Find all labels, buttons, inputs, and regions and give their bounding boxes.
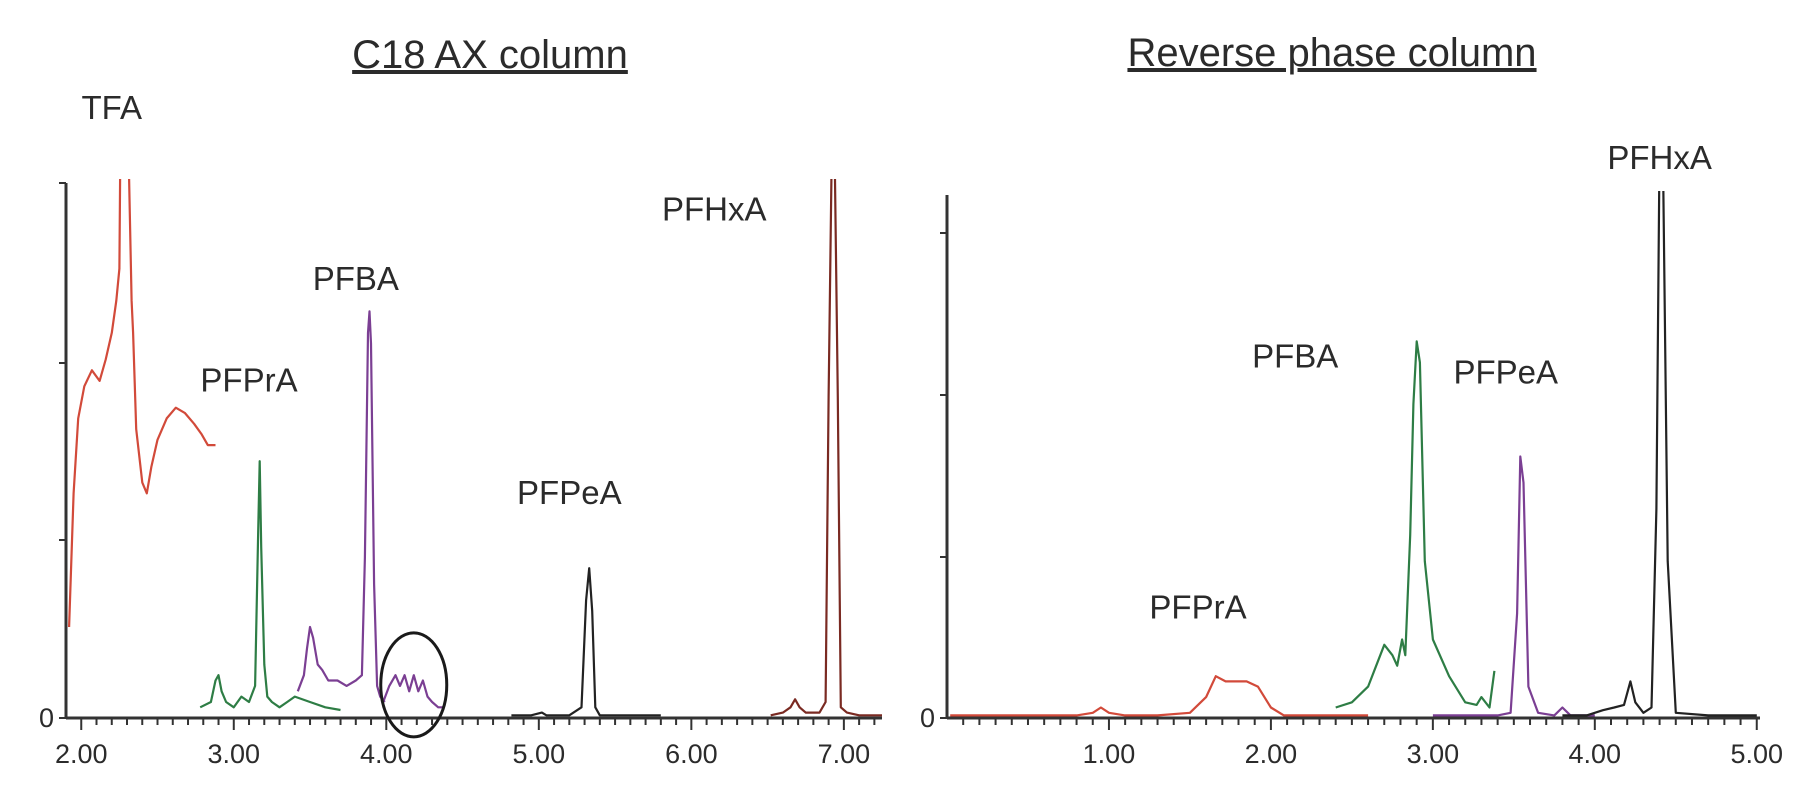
chart-c18-ax-column: C18 AX column TFA PFPrA PFBA PFPeA PFHxA 02.00…: [39, 33, 882, 769]
series-line-pfhxa: [1562, 191, 1757, 717]
x-tick-label: 5.00: [513, 739, 566, 769]
y-tick-label: 0: [920, 703, 935, 733]
series-line-pfpea: [1432, 455, 1595, 717]
series-label-pfba: PFBA: [313, 260, 399, 297]
chart-title: C18 AX column: [352, 33, 628, 77]
x-tick-label: 7.00: [818, 739, 871, 769]
x-tick-label: 3.00: [207, 739, 260, 769]
x-tick-label: 4.00: [1569, 739, 1622, 769]
x-tick-label: 5.00: [1730, 739, 1783, 769]
series-line-pfpra: [199, 460, 341, 712]
series-label-pfpra: PFPrA: [200, 362, 297, 399]
series-line-minor-3: [382, 674, 445, 709]
series-label-pfhxa: PFHxA: [1607, 139, 1712, 176]
annotation-circle: [379, 631, 449, 739]
series-label-tfa: TFA: [81, 89, 142, 126]
series-label-pfpra: PFPrA: [1149, 589, 1246, 626]
series-line-pfba: [1335, 340, 1496, 709]
x-tick-label: 6.00: [665, 739, 718, 769]
y-tick-label: 0: [39, 703, 54, 733]
x-tick-label: 3.00: [1407, 739, 1460, 769]
x-tick-label: 2.00: [55, 739, 108, 769]
x-tick-label: 2.00: [1245, 739, 1298, 769]
series-label-pfpea: PFPeA: [1453, 353, 1558, 390]
series-line-pfpea: [511, 567, 661, 717]
x-tick-label: 4.00: [360, 739, 413, 769]
series-line-tfa: [68, 179, 216, 628]
chart-title: Reverse phase column: [1127, 31, 1536, 75]
series-line-pfpra: [950, 675, 1369, 717]
series-line-pfba: [296, 310, 386, 703]
series-label-pfba: PFBA: [1252, 338, 1338, 375]
series-line-pfhxa: [770, 179, 882, 717]
series-label-pfhxa: PFHxA: [662, 190, 767, 227]
chart-reverse-phase-column: Reverse phase column PFPrA PFBA PFPeA PFHxA 0…: [920, 31, 1783, 769]
x-tick-label: 1.00: [1083, 739, 1136, 769]
series-label-pfpea: PFPeA: [517, 474, 622, 511]
